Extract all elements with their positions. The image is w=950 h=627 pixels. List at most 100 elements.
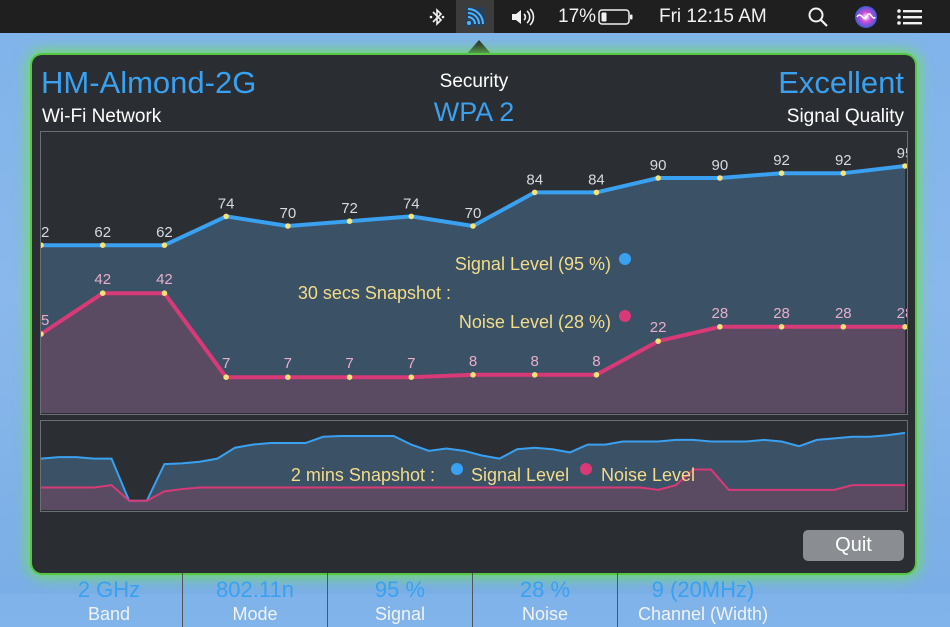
noise-point: [655, 338, 661, 344]
signal-data-label: 84: [526, 171, 543, 188]
noise-data-label: 7: [407, 355, 415, 372]
signal-point: [346, 218, 353, 224]
signal-value: 95 %: [374, 577, 426, 602]
noise-data-label: 25: [41, 312, 49, 329]
signal-point: [470, 223, 476, 229]
quit-button[interactable]: Quit: [803, 530, 904, 561]
history-chart-svg: 2 mins Snapshot : Signal Level Noise Level: [41, 421, 907, 511]
history-noise-area: [41, 469, 905, 510]
signal-legend-dot: [619, 253, 631, 265]
notification-center-icon[interactable]: [896, 0, 924, 33]
network-caption: Wi-Fi Network: [42, 106, 162, 127]
noise-data-label: 22: [650, 319, 667, 336]
signal-data-label: 84: [588, 171, 605, 188]
snapshot-chart-svg: 62 62 62 74 70 72 74 70 84 84 90 90 92 92 95 25 42 42 7 7 7 7…: [41, 132, 907, 414]
mode-value: 802.11n: [216, 577, 294, 602]
noise-point: [778, 324, 785, 330]
noise-data-label: 7: [284, 355, 292, 372]
noise-data-label: 28: [773, 305, 790, 322]
signal-data-label: 62: [156, 224, 173, 241]
signal-data-label: 92: [773, 152, 790, 169]
history-noise-line: [41, 468, 905, 502]
battery-icon[interactable]: [598, 0, 634, 33]
noise-point: [408, 374, 415, 380]
noise-point: [717, 324, 723, 330]
signal-point: [285, 223, 291, 229]
signal-label: Signal: [374, 604, 426, 624]
noise-data-label: 8: [531, 353, 539, 370]
menu-bar: 17% Fri 12:15 AM: [0, 0, 950, 33]
signal-data-label: 92: [835, 152, 852, 169]
band-value: 2 GHz: [77, 577, 141, 602]
signal-legend-label: Signal Level (95 %): [455, 254, 611, 274]
signal-point: [223, 213, 229, 220]
signal-point: [717, 175, 723, 181]
quality-caption: Signal Quality: [786, 106, 904, 127]
noise-data-label: 8: [469, 353, 477, 370]
signal-point: [408, 213, 415, 220]
channel-value: 9 (20MHz): [651, 577, 755, 602]
noise-area: [41, 293, 905, 413]
popover-arrow: [465, 40, 493, 56]
wifi-signal-app-icon[interactable]: [463, 0, 487, 33]
signal-point: [655, 175, 661, 181]
signal-data-label: 70: [465, 205, 482, 222]
noise-point: [593, 372, 600, 378]
history-chart: 2 mins Snapshot : Signal Level Noise Level: [40, 420, 908, 512]
noise-data-label: 28: [897, 305, 907, 322]
signal-data-label: 90: [712, 157, 729, 174]
signal-data-label: 62: [94, 224, 111, 241]
bluetooth-icon[interactable]: [428, 0, 446, 33]
noise-point: [470, 372, 476, 378]
security-value: WPA 2: [433, 97, 515, 127]
noise-point: [41, 331, 44, 337]
noise-value: 28 %: [519, 577, 571, 602]
signal-point: [593, 189, 600, 196]
history-signal-line: [41, 431, 906, 502]
history-signal-legend-label: Signal Level: [471, 465, 569, 485]
signal-data-label: 70: [280, 205, 297, 222]
signal-point: [99, 242, 106, 248]
channel-label: Channel (Width): [637, 604, 769, 624]
mode-cell: 802.11n Mode: [183, 573, 327, 627]
noise-data-label: 7: [345, 355, 353, 372]
band-label: Band: [87, 604, 131, 624]
signal-point: [161, 242, 168, 248]
snapshot-chart: 62 62 62 74 70 72 74 70 84 84 90 90 92 92 95 25 42 42 7 7 7 7…: [40, 131, 908, 415]
signal-data-label: 95: [897, 145, 907, 162]
noise-data-label: 8: [592, 353, 600, 370]
noise-point: [223, 374, 229, 380]
noise-legend-label: Noise Level (28 %): [459, 312, 611, 332]
noise-cell: 28 % Noise: [473, 573, 617, 627]
security-caption: Security: [439, 71, 509, 92]
noise-point: [161, 290, 168, 296]
noise-point: [99, 290, 106, 296]
history-title: 2 mins Snapshot :: [291, 465, 435, 485]
battery-percent[interactable]: 17%: [558, 5, 597, 27]
noise-label: Noise: [521, 604, 569, 624]
volume-icon[interactable]: [510, 0, 538, 33]
signal-data-label: 74: [218, 195, 235, 212]
history-noise-legend-label: Noise Level: [601, 465, 695, 485]
siri-icon[interactable]: [853, 0, 879, 33]
noise-data-label: 7: [222, 355, 230, 372]
snapshot-title: 30 secs Snapshot :: [298, 283, 451, 303]
noise-point: [840, 324, 847, 330]
signal-data-label: 90: [650, 157, 667, 174]
signal-cell: 95 % Signal: [328, 573, 472, 627]
noise-data-label: 28: [712, 305, 729, 322]
channel-cell: 9 (20MHz) Channel (Width): [618, 573, 788, 627]
mode-label: Mode: [232, 604, 278, 624]
noise-legend-dot: [619, 310, 631, 322]
signal-point: [778, 170, 785, 176]
spotlight-search-icon[interactable]: [807, 0, 829, 33]
signal-point: [531, 189, 538, 196]
band-cell: 2 GHz Band: [37, 573, 181, 627]
noise-point: [285, 374, 291, 380]
noise-point: [531, 372, 538, 378]
network-name: HM-Almond-2G: [41, 65, 257, 100]
signal-data-label: 62: [41, 224, 49, 241]
noise-point: [902, 324, 907, 330]
clock[interactable]: Fri 12:15 AM: [659, 5, 767, 27]
noise-data-label: 42: [94, 271, 111, 288]
